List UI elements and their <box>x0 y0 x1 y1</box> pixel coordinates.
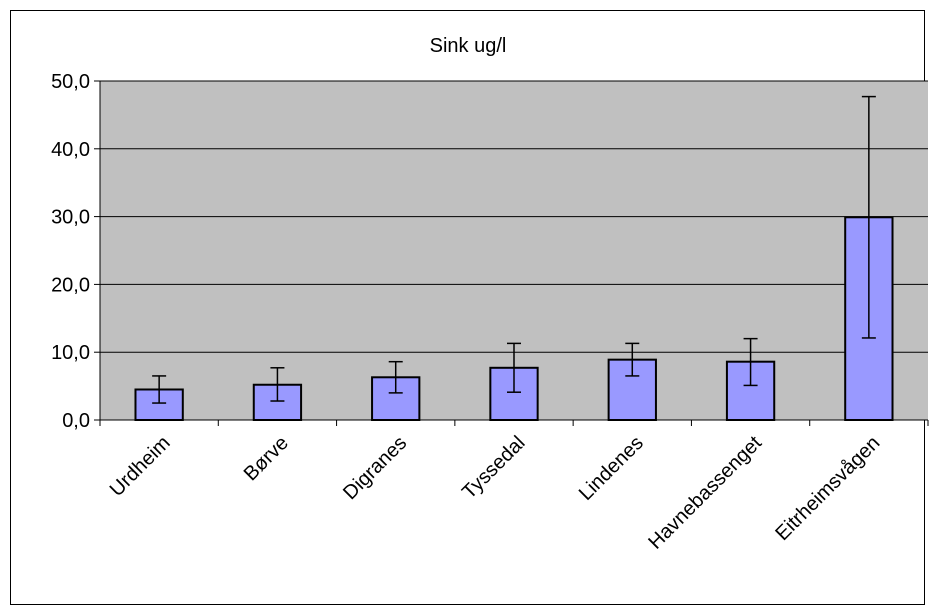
x-category-label: Eitrheimsvågen <box>771 432 884 545</box>
y-tick-label: 10,0 <box>51 342 90 364</box>
chart-title: Sink ug/l <box>430 35 507 57</box>
y-tick-label: 50,0 <box>51 71 90 93</box>
y-tick-label: 30,0 <box>51 207 90 229</box>
y-tick-label: 40,0 <box>51 139 90 161</box>
x-category-label: Tyssedal <box>458 432 529 503</box>
x-category-label: Urdheim <box>106 432 175 501</box>
x-category-label: Børve <box>240 432 293 485</box>
y-tick-label: 0,0 <box>62 410 90 432</box>
y-tick-label: 20,0 <box>51 274 90 296</box>
x-category-label: Digranes <box>339 432 411 504</box>
x-category-label: Lindenes <box>575 432 648 505</box>
x-category-label: Havnebassenget <box>644 432 766 554</box>
